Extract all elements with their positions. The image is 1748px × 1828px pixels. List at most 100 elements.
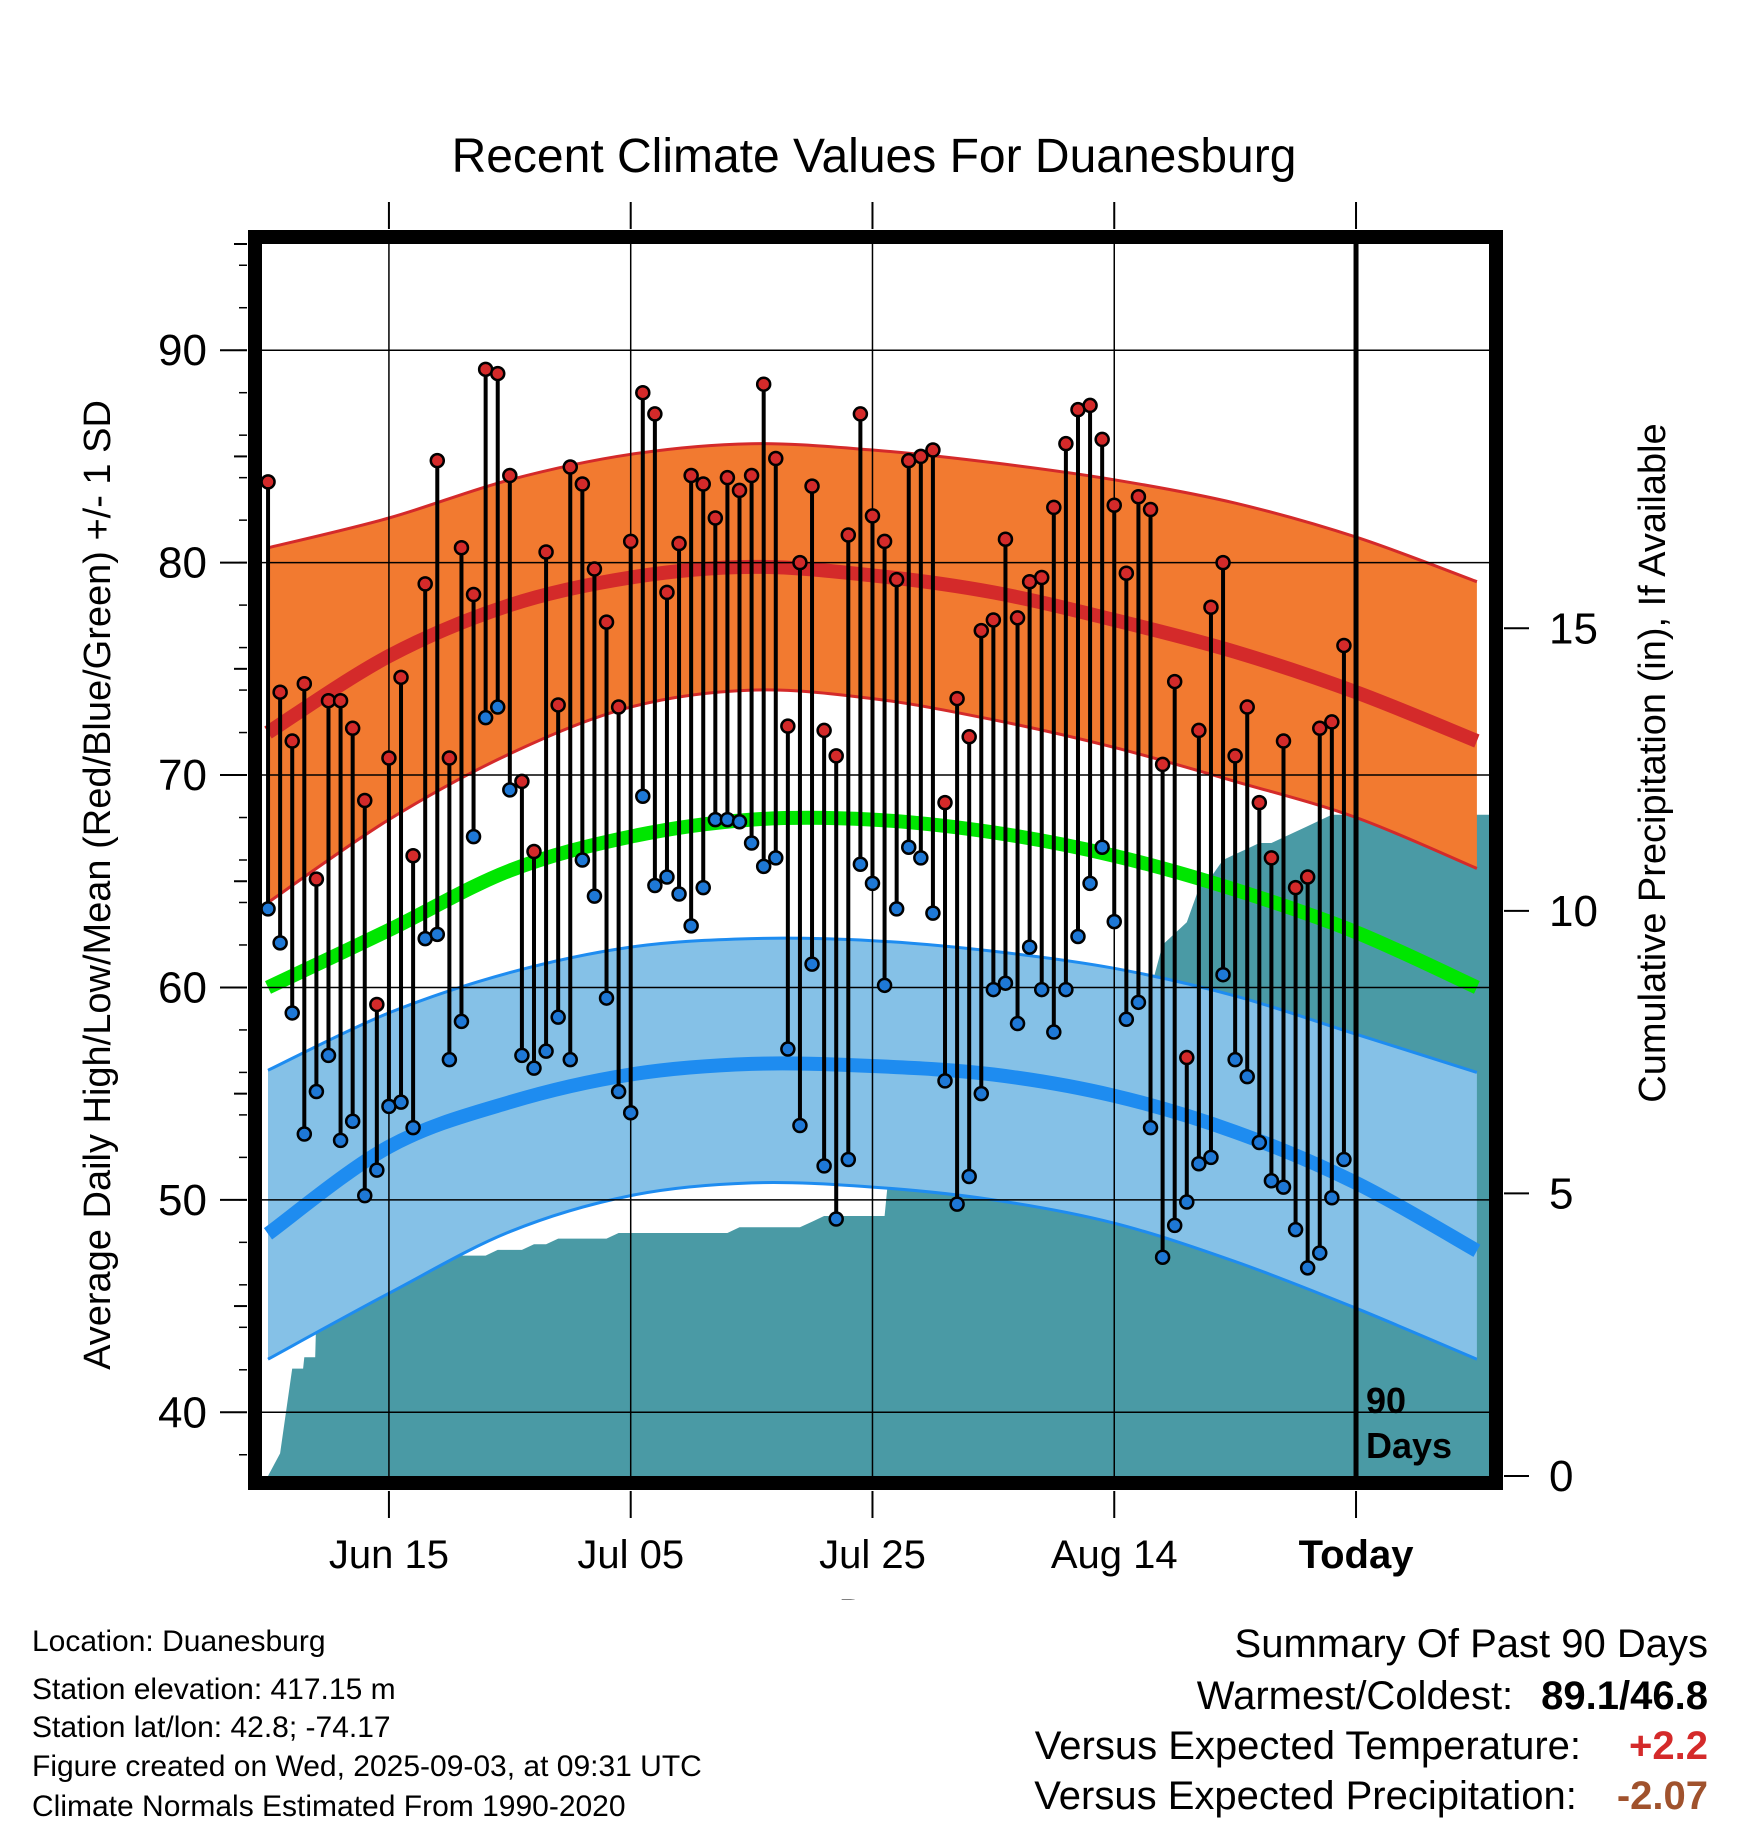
daily-high-point [804, 478, 820, 494]
daily-low-point [671, 886, 687, 902]
station-elevation: Station elevation: 417.15 m [32, 1673, 396, 1706]
daily-high-point [731, 482, 748, 499]
x-tick-label: Aug 14 [1051, 1533, 1178, 1577]
daily-high-point [671, 535, 687, 552]
daily-high-point [683, 467, 699, 484]
daily-low-point [647, 877, 663, 894]
daily-low-point [731, 814, 748, 830]
summary-temperature: Versus Expected Temperature: +2.2 [1035, 1726, 1708, 1766]
daily-low-point [1275, 1179, 1292, 1195]
daily-high-point [925, 442, 941, 458]
daily-high-point [1082, 397, 1098, 414]
station-location: Location: Duanesburg [32, 1625, 326, 1658]
daily-high-point [1094, 431, 1110, 448]
daily-high-point [1179, 1049, 1195, 1066]
daily-low-point [635, 788, 651, 805]
daily-high-point [888, 571, 905, 588]
daily-low-point [538, 1043, 554, 1059]
daily-low-point [1191, 1156, 1207, 1172]
daily-low-point [550, 1009, 566, 1025]
temp-anomaly-label: Versus Expected Temperature: [1034, 1724, 1582, 1768]
daily-low-point [768, 850, 784, 866]
temp-anomaly-value: +2.2 [1629, 1724, 1708, 1768]
daily-high-point [1312, 720, 1328, 737]
daily-high-point [1033, 569, 1050, 586]
daily-high-point [949, 690, 965, 707]
plot-frame [248, 230, 1503, 1490]
daily-high-point [550, 697, 566, 713]
daily-high-point [755, 376, 772, 392]
daily-high-point [1287, 879, 1304, 896]
y2-axis-label-box: Cumulative Precipitation (in), If Availa… [1632, 423, 1674, 1102]
daily-high-point [1142, 501, 1159, 518]
daily-high-point [272, 684, 288, 700]
daily-low-point [1324, 1189, 1340, 1206]
daily-high-point [344, 720, 361, 737]
daily-low-point [780, 1041, 796, 1057]
daily-high-point [526, 843, 542, 860]
y-tick-label: 40 [158, 1388, 207, 1437]
daily-high-point [635, 384, 651, 401]
daily-high-point [1263, 850, 1280, 866]
daily-low-point [465, 828, 482, 845]
daily-low-point [453, 1013, 470, 1030]
daily-low-point [1215, 966, 1231, 983]
daily-low-point [1312, 1245, 1328, 1261]
daily-high-point [562, 459, 579, 475]
daily-points-layer [260, 361, 1352, 1276]
x-tick-label: Jul 25 [819, 1533, 926, 1577]
daily-low-point [937, 1073, 953, 1089]
daily-low-point [369, 1162, 385, 1178]
daily-low-point [526, 1060, 542, 1076]
x-tick-label: Jul 05 [577, 1533, 684, 1577]
daily-high-point [937, 794, 953, 811]
daily-low-point [876, 977, 893, 994]
daily-high-point [369, 996, 385, 1013]
daily-low-point [900, 839, 917, 856]
daily-low-point [441, 1051, 458, 1068]
daily-high-point [260, 474, 276, 490]
daily-low-point [1009, 1015, 1026, 1032]
y2-tick-label: 15 [1549, 604, 1598, 653]
chart-title: Recent Climate Values For Duanesburg [452, 130, 1297, 183]
daily-low-point [489, 699, 506, 715]
daily-high-point [308, 871, 325, 887]
summary-precipitation: Versus Expected Precipitation: -2.07 [1034, 1776, 1708, 1816]
daily-low-point [985, 981, 1002, 998]
daily-high-point [586, 561, 603, 577]
daily-high-point [574, 476, 591, 492]
daily-high-point [1275, 733, 1292, 749]
daily-high-point [489, 365, 506, 382]
daily-low-point [888, 901, 905, 917]
daily-high-point [610, 699, 627, 715]
daily-high-point [514, 773, 530, 790]
daily-high-point [1154, 756, 1171, 773]
daily-high-point [1324, 714, 1340, 730]
daily-low-point [1118, 1011, 1135, 1028]
daily-high-point [743, 467, 760, 484]
daily-high-point [1227, 748, 1243, 764]
daily-high-point [816, 722, 832, 739]
daily-high-point [659, 584, 675, 601]
daily-high-point [1130, 489, 1147, 505]
daily-high-point [1106, 497, 1123, 514]
y-axis-label: Average Daily High/Low/Mean (Red/Blue/Gr… [77, 400, 119, 1370]
daily-low-point [502, 782, 518, 798]
warmest-coldest-value: 89.1/46.8 [1541, 1674, 1708, 1718]
daily-high-point [985, 612, 1002, 628]
daily-low-point [1106, 913, 1123, 930]
daily-high-point [1299, 869, 1316, 885]
daily-low-point [357, 1187, 373, 1204]
daily-high-point [707, 510, 724, 526]
daily-low-point [1058, 981, 1074, 998]
daily-low-point [1033, 981, 1050, 998]
daily-low-point [852, 856, 869, 872]
daily-high-point [1118, 565, 1135, 581]
daily-low-point [1046, 1024, 1062, 1040]
station-latlon: Station lat/lon: 42.8; -74.17 [32, 1711, 391, 1744]
daily-low-point [997, 975, 1014, 991]
daily-low-point [1070, 928, 1086, 945]
daily-high-point [1215, 554, 1231, 571]
normals-period: Climate Normals Estimated From 1990-2020 [32, 1790, 626, 1823]
